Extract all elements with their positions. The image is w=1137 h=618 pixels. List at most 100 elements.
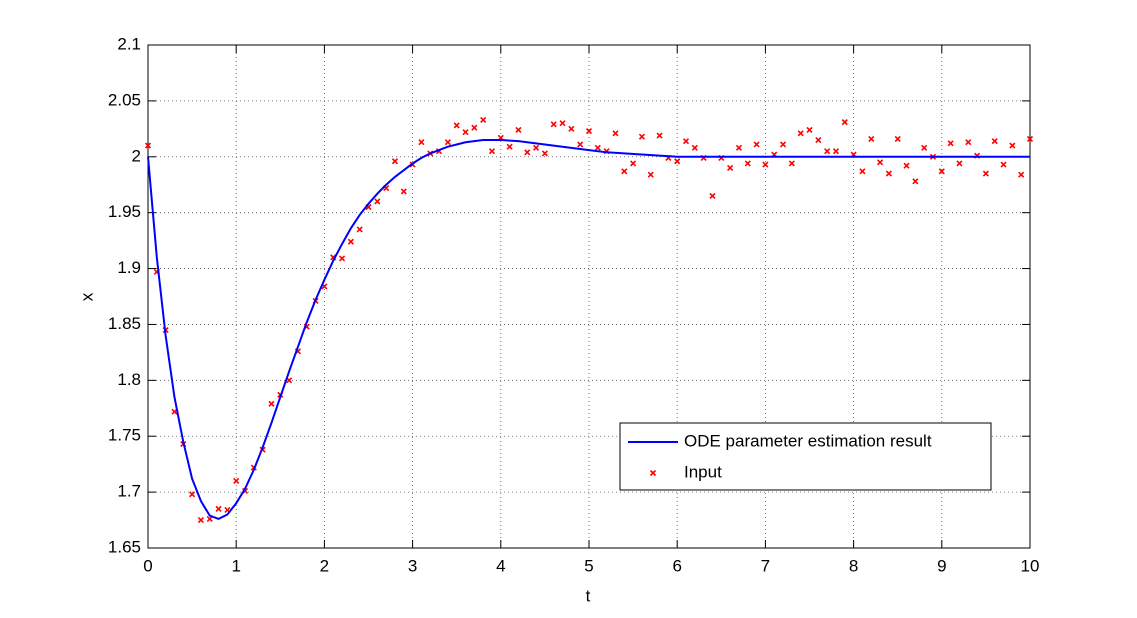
data-point xyxy=(859,168,866,175)
data-point xyxy=(709,192,716,199)
data-point xyxy=(991,138,998,145)
y-tick-label: 1.8 xyxy=(117,370,141,389)
data-point xyxy=(753,141,760,148)
data-point xyxy=(356,226,363,233)
y-tick-label: 1.9 xyxy=(117,258,141,277)
x-tick-label: 2 xyxy=(320,556,329,575)
data-point xyxy=(338,255,346,262)
x-tick-label: 3 xyxy=(408,556,417,575)
legend-swatch xyxy=(649,469,657,477)
data-point xyxy=(524,149,531,156)
x-tick-label: 9 xyxy=(937,556,946,575)
data-point xyxy=(418,139,425,146)
data-point xyxy=(744,160,751,167)
data-point xyxy=(965,139,972,146)
data-point xyxy=(762,161,769,168)
data-point xyxy=(832,148,840,155)
data-point xyxy=(347,238,354,245)
data-point xyxy=(656,132,663,139)
data-point xyxy=(779,141,787,148)
data-point xyxy=(876,159,884,166)
plot-frame xyxy=(147,44,1031,549)
y-tick-label: 2 xyxy=(132,146,141,165)
data-point xyxy=(550,121,557,128)
data-point xyxy=(391,158,399,165)
legend-label: Input xyxy=(684,462,722,481)
data-point xyxy=(594,144,601,151)
y-tick-label: 1.95 xyxy=(108,202,141,221)
data-point xyxy=(788,160,795,167)
data-point xyxy=(912,178,919,185)
data-point xyxy=(488,148,496,155)
y-tick-label: 1.7 xyxy=(117,482,141,501)
x-tick-label: 8 xyxy=(849,556,858,575)
x-axis-label: t xyxy=(586,586,591,605)
data-line xyxy=(147,139,1030,521)
data-point xyxy=(444,139,451,146)
data-point xyxy=(400,188,407,195)
data-point xyxy=(568,125,575,132)
data-point xyxy=(1026,135,1034,142)
data-point xyxy=(894,135,901,142)
data-point xyxy=(691,144,698,151)
data-point xyxy=(797,130,804,137)
data-point xyxy=(1009,142,1016,149)
legend-label: ODE parameter estimation result xyxy=(684,431,932,450)
data-point xyxy=(559,120,566,127)
data-point xyxy=(735,144,743,151)
data-point xyxy=(515,126,522,134)
x-tick-label: 4 xyxy=(496,556,505,575)
data-point xyxy=(841,119,848,126)
data-point xyxy=(1000,161,1007,168)
x-tick-label: 10 xyxy=(1021,556,1040,575)
x-tick-label: 0 xyxy=(143,556,152,575)
y-tick-label: 1.65 xyxy=(108,537,141,556)
y-tick-label: 1.75 xyxy=(108,426,141,445)
data-point xyxy=(947,140,954,147)
data-point xyxy=(189,491,196,498)
y-axis-label: x xyxy=(77,292,96,301)
data-point xyxy=(480,116,487,123)
data-point xyxy=(938,168,945,175)
data-point xyxy=(197,516,204,524)
x-tick-label: 1 xyxy=(231,556,240,575)
x-tick-label: 6 xyxy=(672,556,681,575)
data-point xyxy=(647,171,654,178)
data-point xyxy=(824,148,831,155)
data-point xyxy=(462,129,469,136)
data-point xyxy=(682,138,690,145)
data-point xyxy=(885,170,892,177)
data-point xyxy=(585,128,593,135)
data-point xyxy=(533,144,540,151)
data-point xyxy=(1018,171,1025,178)
x-tick-label: 5 xyxy=(584,556,593,575)
data-point xyxy=(268,400,275,407)
data-point xyxy=(630,160,637,167)
data-point xyxy=(453,122,460,129)
data-point xyxy=(806,126,813,134)
data-point xyxy=(215,505,222,512)
data-point xyxy=(374,198,381,205)
data-point xyxy=(233,477,240,484)
data-point xyxy=(727,164,734,172)
data-point xyxy=(621,168,628,175)
legend-box xyxy=(619,422,992,491)
data-point xyxy=(921,144,928,151)
data-point xyxy=(506,143,513,150)
data-point xyxy=(674,158,681,165)
data-point xyxy=(956,160,963,167)
data-point xyxy=(577,141,584,148)
y-tick-label: 1.85 xyxy=(108,314,141,333)
data-point xyxy=(868,135,875,142)
x-tick-label: 7 xyxy=(761,556,770,575)
y-tick-label: 2.1 xyxy=(117,34,141,53)
data-point xyxy=(903,162,910,169)
data-point xyxy=(541,150,548,157)
data-point xyxy=(471,124,478,131)
data-point xyxy=(612,130,619,137)
data-point xyxy=(982,170,989,177)
data-point xyxy=(815,136,822,144)
y-tick-label: 2.05 xyxy=(108,90,141,109)
data-point xyxy=(144,142,152,149)
